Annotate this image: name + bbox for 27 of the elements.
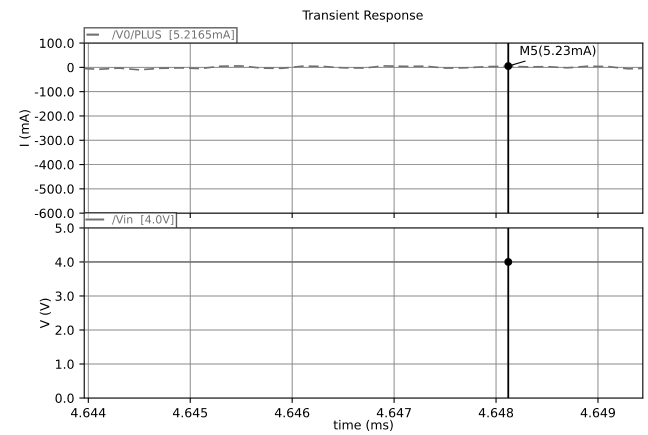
y-tick-label: -500.0 [34, 184, 74, 194]
y-axis-title: I (mA) [19, 110, 30, 146]
y-tick-label: 100.0 [40, 38, 74, 48]
annotation: M5(5.23mA) [520, 45, 596, 57]
x-tick-label: 4.648 [478, 408, 514, 418]
x-tick-label: 4.646 [274, 408, 310, 418]
y-tick-label: -100.0 [34, 87, 74, 97]
y-tick-label: -600.0 [34, 208, 74, 218]
legend-label: /V0/PLUS [5.2165mA] [112, 30, 234, 40]
y-tick-label: 3.0 [56, 291, 74, 301]
y-tick-label: -200.0 [34, 111, 74, 121]
x-axis-title: time (ms) [334, 420, 393, 431]
y-tick-label: 4.0 [55, 257, 74, 267]
y-axis-title: V (V) [40, 298, 51, 328]
y-tick-label: 0 [67, 62, 74, 72]
chart-title: Transient Response [302, 10, 423, 22]
y-tick-label: -400.0 [34, 160, 74, 170]
x-tick-label: 4.649 [580, 408, 615, 418]
x-tick-label: 4.645 [172, 408, 208, 418]
legend-label: /Vin [4.0V] [112, 214, 174, 225]
y-tick-label: -300.0 [34, 136, 74, 146]
y-tick-label: 2.0 [56, 325, 74, 335]
x-tick-label: 4.644 [71, 408, 106, 418]
x-tick-label: 4.647 [376, 408, 411, 418]
y-tick-label: 1.0 [56, 359, 74, 369]
y-tick-label: 0.0 [55, 393, 74, 403]
y-tick-label: 5.0 [56, 223, 74, 233]
